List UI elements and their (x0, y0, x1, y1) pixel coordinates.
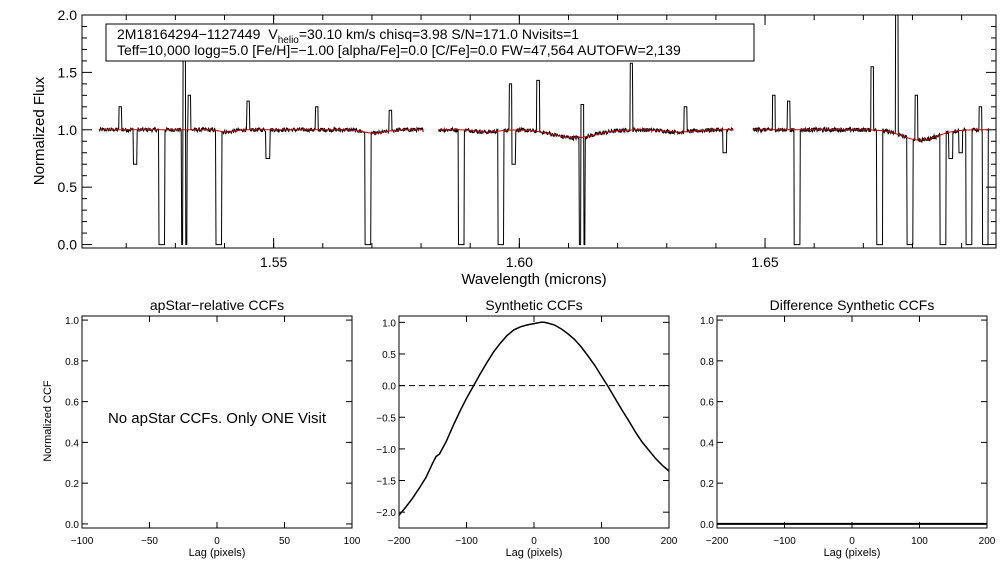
spectrum-frame (81, 14, 997, 249)
spectrum-ytick-label: 1.5 (58, 64, 78, 80)
apstar-ticks: 0.0 0.2 0.4 0.6 0.8 1.0 −100 −50 0 50 100 (65, 316, 361, 547)
synthetic-ccf-panel: −2.0 −1.5 −1.0 −0.5 0.0 0.5 1.0 −200 −100 0 100 200… (376, 297, 678, 559)
synthetic-xtick-label: −100 (455, 536, 478, 547)
difference-ytick-label: 0.2 (700, 479, 714, 490)
difference-title: Difference Synthetic CCFs (770, 297, 935, 313)
spectrum-model-line (438, 129, 734, 139)
spectrum-ytick-label: 0.5 (58, 179, 78, 195)
difference-ccf-panel: 0.0 0.2 0.4 0.6 0.8 1.0 −200 −100 0 100 200 Differ… (700, 297, 996, 559)
synthetic-xlabel: Lag (pixels) (506, 547, 563, 559)
synthetic-ytick-label: −0.5 (376, 413, 396, 424)
difference-xtick-label: 0 (849, 536, 855, 547)
difference-ytick-label: 0.6 (700, 398, 714, 409)
synthetic-ytick-label: −1.0 (376, 445, 396, 456)
apstar-ytick-label: 0.8 (65, 357, 79, 368)
apstar-xtick-label: 0 (214, 536, 220, 547)
spectrum-xtick-label: 1.60 (506, 254, 533, 270)
difference-xlabel: Lag (pixels) (824, 547, 881, 559)
apstar-ytick-label: 0.2 (65, 479, 79, 490)
synthetic-ccf-line (398, 321, 670, 516)
apstar-xtick-label: 50 (279, 536, 291, 547)
spectrum-observed-line (438, 62, 734, 246)
difference-xtick-label: −100 (773, 536, 796, 547)
synthetic-ytick-label: 0.0 (382, 382, 396, 393)
synthetic-xtick-label: 200 (661, 536, 678, 547)
spectrum-xtick-label: 1.65 (751, 254, 778, 270)
apstar-xlabel: Lag (pixels) (189, 547, 246, 559)
synthetic-ytick-label: −1.5 (376, 477, 396, 488)
spectrum-ytick-label: 1.0 (58, 122, 78, 138)
synthetic-ytick-label: −2.0 (376, 508, 396, 519)
info-line-1: 2M18164294−1127449 Vhelio=30.10 km/s chis… (117, 26, 579, 46)
spectrum-model-line (99, 129, 424, 134)
spectrum-x-ticks: 1.55 1.60 1.65 (125, 15, 963, 270)
synthetic-xtick-label: −200 (388, 536, 411, 547)
synthetic-xtick-label: 100 (593, 536, 610, 547)
spectrum-ylabel: Normalized Flux (31, 76, 48, 185)
info-line-2: Teff=10,000 logg=5.0 [Fe/H]=−1.00 [alpha… (117, 42, 681, 58)
synthetic-frame (398, 315, 670, 529)
apstar-ytick-label: 0.0 (65, 520, 79, 531)
spectrum-ytick-label: 2.0 (58, 7, 78, 23)
difference-xtick-label: 200 (979, 536, 996, 547)
spectrum-xtick-label: 1.55 (260, 254, 287, 270)
difference-xtick-label: 100 (911, 536, 928, 547)
info-box (105, 23, 755, 62)
apstar-title: apStar−relative CCFs (150, 297, 284, 313)
difference-xtick-label: −200 (706, 536, 729, 547)
apstar-xtick-label: 100 (344, 536, 361, 547)
spectrum-y-ticks: 0.0 0.5 1.0 1.5 2.0 (58, 7, 996, 253)
apstar-ytick-label: 1.0 (65, 316, 79, 327)
spectrum-observed-line (98, 54, 424, 246)
synthetic-series (398, 321, 670, 516)
info-v-label: V (268, 26, 278, 42)
spectrum-ytick-label: 0.0 (58, 237, 78, 253)
difference-ytick-label: 0.8 (700, 357, 714, 368)
info-star-id: 2M18164294−1127449 (117, 26, 261, 42)
apstar-ytick-label: 0.4 (65, 438, 79, 449)
difference-frame (716, 315, 988, 529)
synthetic-ticks: −2.0 −1.5 −1.0 −0.5 0.0 0.5 1.0 −200 −100 0 100 200 (376, 316, 678, 547)
difference-ytick-label: 0.0 (700, 520, 714, 531)
spectrum-panel: 0.0 0.5 1.0 1.5 2.0 1.55 1.60 1.65 2M18164294−… (31, 7, 997, 288)
spectrum-series (98, 14, 990, 246)
spectrum-model-line (752, 129, 989, 141)
synthetic-ytick-label: 1.0 (382, 318, 396, 329)
info-v-sub: helio (278, 35, 300, 46)
apstar-xtick-label: −100 (71, 536, 94, 547)
apstar-ylabel: Normalized CCF (42, 380, 54, 462)
info-v-rest: =30.10 km/s chisq=3.98 S/N=171.0 Nvisits… (299, 26, 579, 42)
apstar-ccf-panel: 0.0 0.2 0.4 0.6 0.8 1.0 −100 −50 0 50 100 apStar−r… (42, 297, 361, 559)
apstar-ytick-label: 0.6 (65, 398, 79, 409)
apstar-annotation: No apStar CCFs. Only ONE Visit (108, 410, 327, 427)
difference-ytick-label: 1.0 (700, 316, 714, 327)
apstar-xtick-label: −50 (141, 536, 158, 547)
synthetic-title: Synthetic CCFs (485, 297, 582, 313)
difference-ytick-label: 0.4 (700, 438, 714, 449)
difference-ticks: 0.0 0.2 0.4 0.6 0.8 1.0 −200 −100 0 100 200 (700, 316, 996, 547)
synthetic-xtick-label: 0 (531, 536, 537, 547)
synthetic-ytick-label: 0.5 (382, 350, 396, 361)
spectrum-xlabel: Wavelength (microns) (461, 271, 606, 288)
